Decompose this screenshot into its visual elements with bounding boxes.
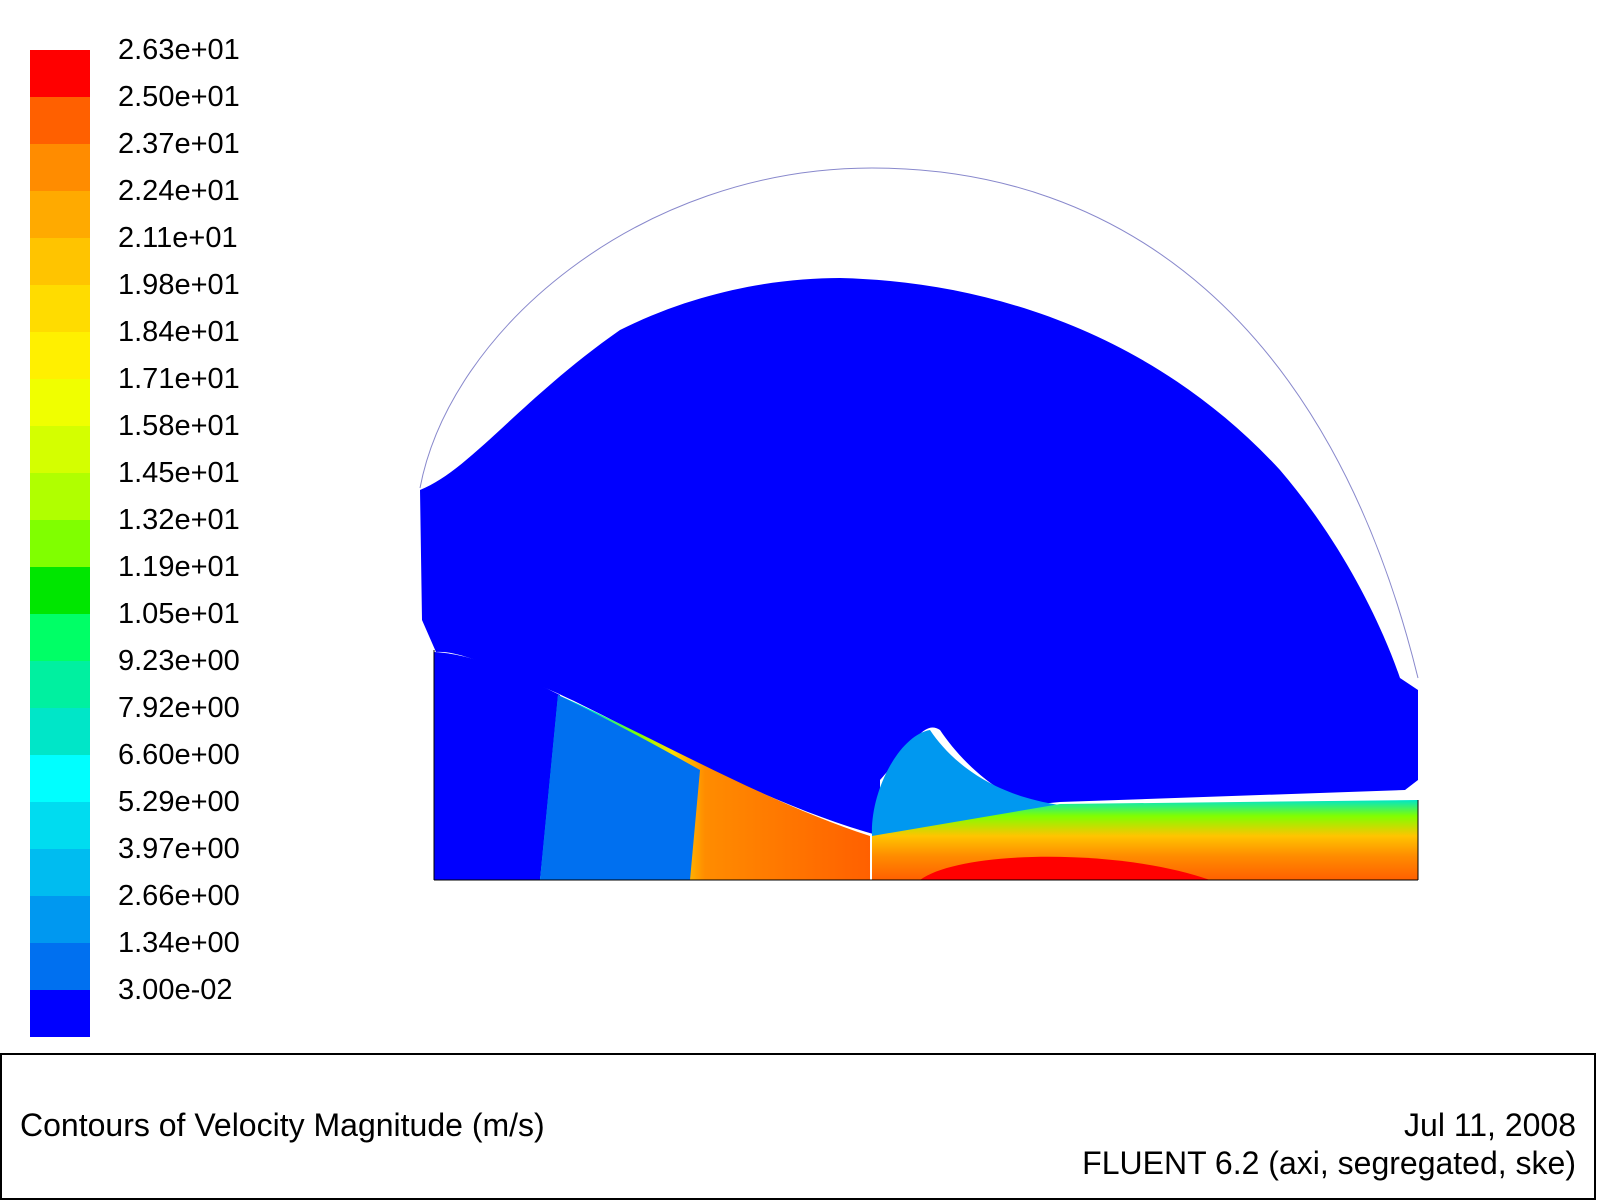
colorbar-swatch: [30, 614, 90, 661]
colorbar-swatch: [30, 520, 90, 567]
colorbar-tick-label: 1.98e+01: [118, 269, 240, 301]
jet-core: [920, 856, 1210, 880]
colorbar-swatch: [30, 473, 90, 520]
contour-plot: [419, 167, 1419, 881]
colorbar-legend: 2.63e+01 2.50e+01 2.37e+01 2.24e+01 2.11e+01…: [30, 34, 260, 1037]
colorbar-tick-label: 6.60e+00: [118, 739, 240, 771]
domain-outline: [419, 167, 1419, 679]
colorbar-tick-label: 1.34e+00: [118, 927, 240, 959]
colorbar-swatch: [30, 144, 90, 191]
bubble-region: [420, 278, 1418, 836]
lower-left-region: [434, 652, 560, 880]
colorbar-swatch: [30, 50, 90, 97]
lower-mid-blue: [540, 695, 700, 880]
colorbar-swatch: [30, 567, 90, 614]
colorbar-tick-label: 2.24e+01: [118, 175, 240, 207]
colorbar-swatch: [30, 97, 90, 144]
caption-date: Jul 11, 2008: [1404, 1107, 1576, 1143]
colorbar-swatch: [30, 755, 90, 802]
lip-region: [871, 730, 1060, 836]
colorbar-swatch: [30, 379, 90, 426]
colorbar-tick-label: 2.66e+00: [118, 880, 240, 912]
colorbar-tick-label: 3.97e+00: [118, 833, 240, 865]
caption-box: Contours of Velocity Magnitude (m/s) Jul…: [0, 1053, 1596, 1200]
colorbar-swatch: [30, 943, 90, 990]
colorbar-tick-label: 1.71e+01: [118, 363, 240, 395]
colorbar-tick-label: 3.00e-02: [118, 974, 233, 1006]
colorbar-tick-label: 7.92e+00: [118, 692, 240, 724]
colorbar-tick-label: 2.63e+01: [118, 34, 240, 66]
caption-title: Contours of Velocity Magnitude (m/s): [20, 1107, 545, 1143]
colorbar-tick-label: 1.19e+01: [118, 551, 240, 583]
colorbar-swatch: [30, 191, 90, 238]
caption-version: FLUENT 6.2 (axi, segregated, ske): [1082, 1145, 1576, 1181]
colorbar-swatch: [30, 849, 90, 896]
colorbar-swatch: [30, 708, 90, 755]
colorbar-swatch: [30, 285, 90, 332]
colorbar-tick-label: 2.37e+01: [118, 128, 240, 160]
colorbar-tick-label: 1.45e+01: [118, 457, 240, 489]
colorbar-tick-label: 1.32e+01: [118, 504, 240, 536]
colorbar-tick-label: 1.58e+01: [118, 410, 240, 442]
colorbar-tick-label: 9.23e+00: [118, 645, 240, 677]
colorbar-tick-label: 5.29e+00: [118, 786, 240, 818]
colorbar-swatch: [30, 238, 90, 285]
colorbar-swatch: [30, 990, 90, 1037]
colorbar-swatch: [30, 896, 90, 943]
colorbar-swatch: [30, 661, 90, 708]
colorbar-tick-label: 1.05e+01: [118, 598, 240, 630]
colorbar-swatch: [30, 802, 90, 849]
colorbar-swatch: [30, 332, 90, 379]
colorbar-tick-label: 1.84e+01: [118, 316, 240, 348]
colorbar-tick-label: 2.50e+01: [118, 81, 240, 113]
colorbar-tick-label: 2.11e+01: [118, 222, 238, 254]
colorbar-swatch: [30, 426, 90, 473]
